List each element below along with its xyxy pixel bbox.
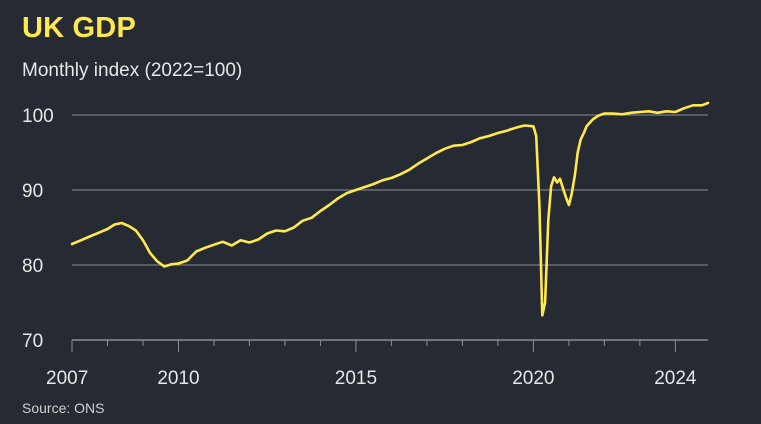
series-group xyxy=(70,101,710,317)
chart-title: UK GDP xyxy=(22,12,136,44)
chart-subtitle: Monthly index (2022=100) xyxy=(22,60,243,81)
y-axis-ticks: 70 80 90 100 xyxy=(22,106,54,352)
y-tick-label: 70 xyxy=(22,331,43,352)
gridlines xyxy=(72,114,708,341)
y-tick-label: 100 xyxy=(22,106,54,127)
x-tick-label: 2007 xyxy=(46,368,88,389)
y-tick-label: 90 xyxy=(22,181,43,202)
x-axis-ticks: 2007 2010 2015 2020 2024 xyxy=(46,340,697,389)
x-tick-label: 2015 xyxy=(335,368,377,389)
series-line-0 xyxy=(70,101,710,317)
y-tick-label: 80 xyxy=(22,256,43,277)
source-note: Source: ONS xyxy=(22,400,105,416)
x-tick-label: 2010 xyxy=(157,368,199,389)
x-tick-label: 2020 xyxy=(512,368,554,389)
x-tick-label: 2024 xyxy=(654,368,697,389)
